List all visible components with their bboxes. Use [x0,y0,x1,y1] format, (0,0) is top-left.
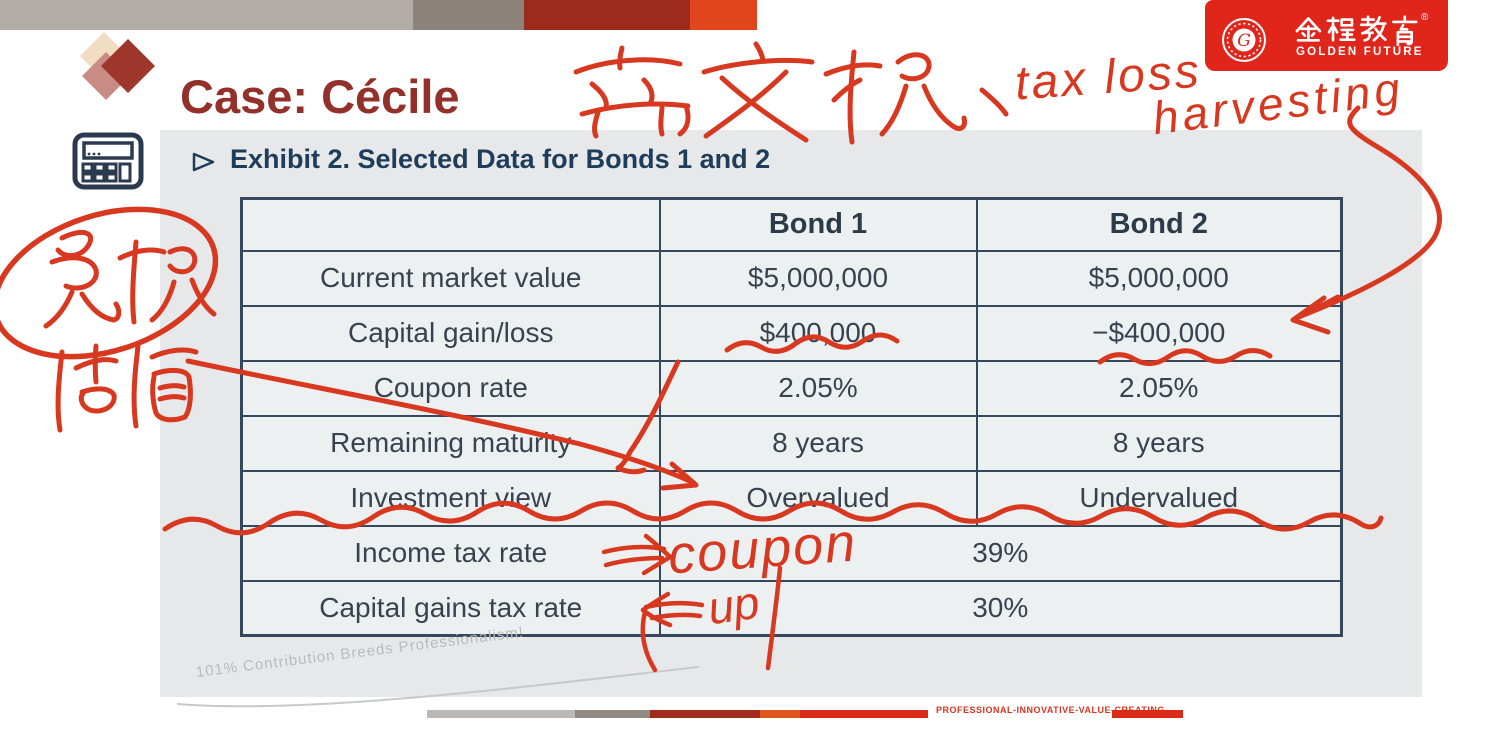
col-header-bond1: Bond 1 [658,197,978,252]
topbar-segment-gray [0,0,413,30]
row-label: Capital gain/loss [240,304,661,362]
handwriting-coupon: coupon [666,512,860,586]
table-row: Capital gains tax rate 30% [240,579,1343,637]
svg-text:G: G [1237,31,1251,51]
cell-bond1: 8 years [658,414,978,472]
bottombar-segment-darkred [650,710,760,718]
cell-bond1: $400,000 [658,304,978,362]
row-label: Investment view [240,469,661,527]
brand-slogan: PROFESSIONAL-INNOVATIVE-VALUE-CREATING [936,705,1165,715]
registered-mark: ® [1421,12,1429,23]
table-row: Coupon rate 2.05% 2.05% [240,359,1343,417]
cell-bond1: $5,000,000 [658,249,978,307]
handwriting-top-note-cn [573,41,1009,145]
bottombar-segment-gray [427,710,575,718]
topbar-segment-orange [690,0,757,30]
row-label: Capital gains tax rate [240,579,661,637]
calculator-icon [72,132,144,190]
col-header-bond2: Bond 2 [975,197,1343,252]
row-label: Current market value [240,249,661,307]
bottombar-segment-red-right [1112,710,1183,718]
title-diamond-icon [80,32,155,100]
page-title: Case: Cécile [180,70,460,124]
topbar-segment-darkred [524,0,690,30]
cell-bond2: 2.05% [975,359,1343,417]
handwriting-up: up [704,575,763,635]
exhibit-title: Exhibit 2. Selected Data for Bonds 1 and… [230,144,771,174]
table-row: Capital gain/loss $400,000 −$400,000 [240,304,1343,362]
bottombar-segment-red [800,710,928,718]
cell-bond1: 2.05% [658,359,978,417]
arrow-bullet-icon [192,152,215,172]
logo-en-text: GOLDEN FUTURE [1296,46,1424,58]
cell-bond2: −$400,000 [975,304,1343,362]
bottombar-segment-orange [760,710,800,718]
golden-future-seal-icon: G [1222,18,1266,62]
topbar-segment-taupe [413,0,524,30]
cell-bond2: Undervalued [975,469,1343,527]
cell-bond2: 8 years [975,414,1343,472]
cell-bond2: $5,000,000 [975,249,1343,307]
row-label: Remaining maturity [240,414,661,472]
row-label: Income tax rate [240,524,661,582]
table-header-row: Bond 1 Bond 2 [240,197,1343,252]
logo-cn-text [1295,15,1418,46]
corner-cell [240,197,661,252]
table-row: Current market value $5,000,000 $5,000,0… [240,249,1343,307]
bottombar-segment-taupe [575,710,650,718]
row-label: Coupon rate [240,359,661,417]
table-row: Remaining maturity 8 years 8 years [240,414,1343,472]
